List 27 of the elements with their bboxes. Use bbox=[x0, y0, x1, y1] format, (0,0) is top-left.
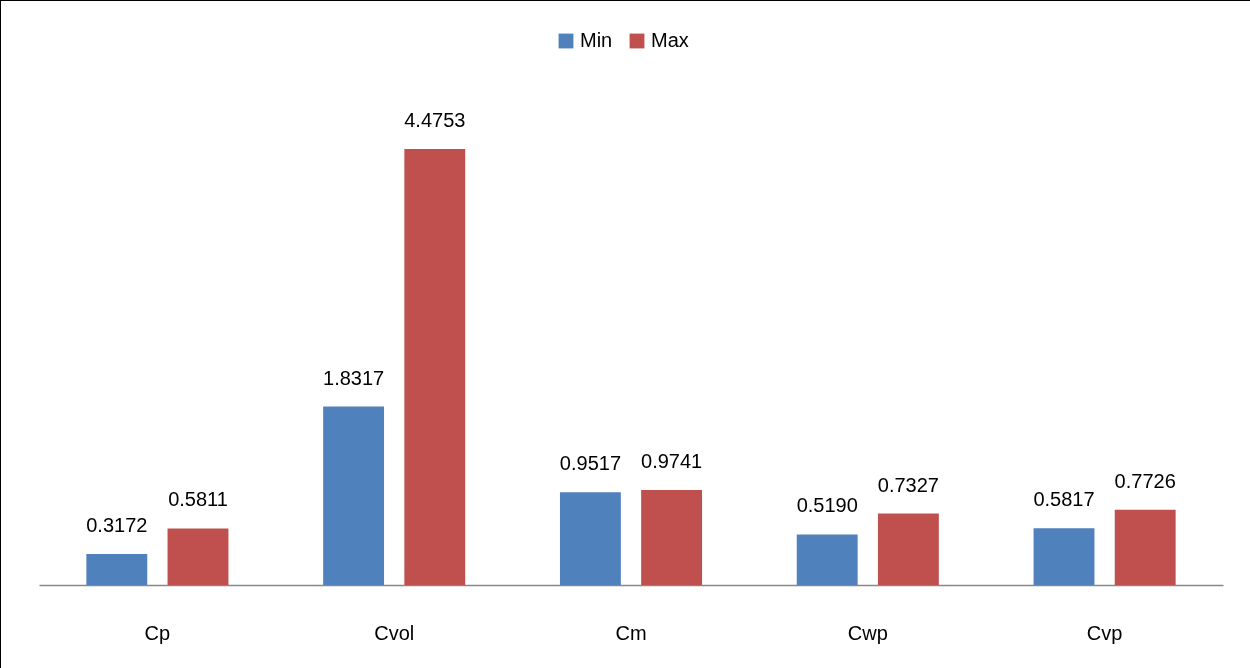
bar bbox=[641, 490, 703, 585]
data-label: 0.9741 bbox=[641, 450, 703, 473]
legend-label: Max bbox=[651, 29, 689, 51]
data-label: 4.4753 bbox=[404, 109, 466, 131]
data-label: 0.3172 bbox=[86, 514, 148, 537]
bar bbox=[877, 513, 939, 585]
data-label: 0.7327 bbox=[877, 473, 939, 496]
bar bbox=[1033, 528, 1095, 585]
bar bbox=[404, 149, 466, 585]
x-tick-label: Cvp bbox=[1086, 621, 1123, 644]
data-label: 1.8317 bbox=[323, 366, 385, 389]
x-tick-label: Cm bbox=[615, 621, 647, 644]
bar bbox=[323, 406, 385, 585]
data-label: 0.7726 bbox=[1114, 469, 1176, 492]
legend-label: Min bbox=[580, 29, 613, 51]
data-label: 0.5811 bbox=[168, 488, 228, 511]
data-label: 0.9517 bbox=[559, 452, 621, 475]
bar bbox=[1114, 509, 1176, 585]
bar bbox=[796, 534, 858, 585]
bar bbox=[559, 492, 621, 585]
x-tick-label: Cvol bbox=[374, 621, 415, 644]
x-tick-label: Cwp bbox=[847, 621, 888, 644]
bar bbox=[86, 554, 148, 585]
data-label: 0.5190 bbox=[796, 494, 858, 517]
x-tick-label: Cp bbox=[144, 621, 171, 644]
bar bbox=[167, 528, 229, 585]
data-label: 0.5817 bbox=[1033, 488, 1095, 511]
